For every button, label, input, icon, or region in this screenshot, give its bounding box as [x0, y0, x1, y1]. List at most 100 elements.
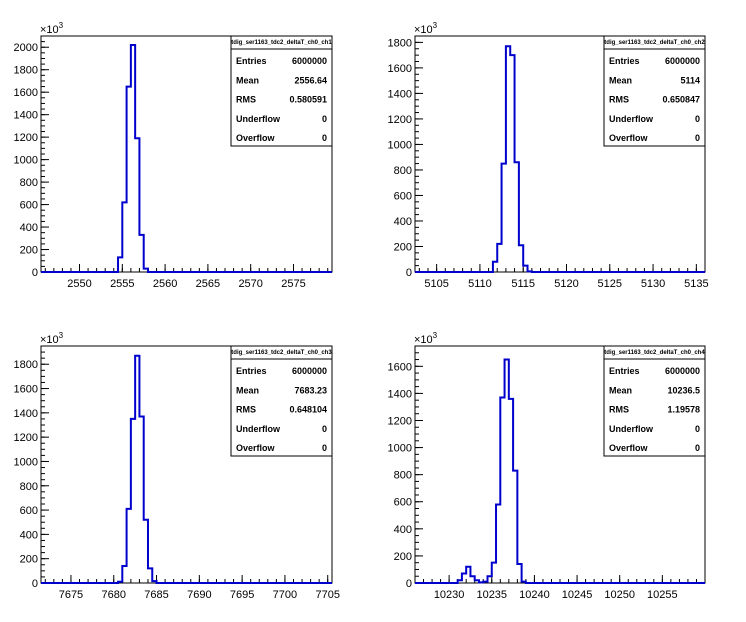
y-tick-label: 1600 [388, 63, 412, 75]
histogram-line [415, 358, 705, 584]
x-tick-label: 10240 [519, 589, 550, 601]
stats-value: 5114 [680, 75, 700, 85]
y-tick-label: 1400 [388, 88, 412, 100]
y-exponent-label: ×103 [40, 331, 64, 346]
y-tick-label: 1400 [388, 388, 412, 400]
y-tick-label: 1800 [388, 37, 412, 49]
stats-label: Overflow [609, 133, 649, 143]
stats-label: Underflow [609, 424, 654, 434]
y-tick-label: 1000 [388, 443, 412, 455]
stats-value: 0 [695, 114, 700, 124]
y-tick-label: 2000 [14, 42, 38, 54]
x-tick-label: 7685 [144, 589, 168, 601]
stats-box: tdig_ser1163_tdc2_deltaT_ch0_ch4 Entries 6… [603, 345, 706, 457]
stats-value: 6000000 [665, 366, 700, 376]
stats-value: 0 [322, 133, 327, 143]
y-tick-label: 400 [20, 222, 38, 234]
histogram-line [41, 354, 332, 584]
stats-value: 6000000 [292, 56, 327, 66]
stats-value: 6000000 [665, 56, 700, 66]
stats-box: tdig_ser1163_tdc2_deltaT_ch0_ch2 Entries 6… [603, 35, 706, 147]
y-tick-label: 1000 [14, 155, 38, 167]
stats-title: tdig_ser1163_tdc2_deltaT_ch0_ch4 [604, 350, 705, 356]
y-tick-label: 200 [20, 245, 38, 257]
stats-box-frame [230, 35, 333, 147]
stats-value: 0 [695, 424, 700, 434]
x-tick-label: 5125 [598, 278, 622, 290]
stats-value: 0.648104 [289, 405, 327, 415]
y-tick-label: 200 [394, 551, 412, 563]
y-tick-label: 600 [20, 200, 38, 212]
x-tick-label: 5135 [684, 278, 708, 290]
stats-title: tdig_ser1163_tdc2_deltaT_ch0_ch1 [231, 40, 332, 46]
x-tick-label: 10230 [434, 589, 465, 601]
stats-label: Overflow [236, 443, 276, 453]
y-tick-label: 0 [406, 267, 412, 279]
y-tick-label: 0 [32, 578, 38, 590]
stats-value: 0 [322, 424, 327, 434]
y-tick-label: 800 [394, 165, 412, 177]
x-tick-label: 5115 [511, 278, 535, 290]
stats-value: 0 [322, 443, 327, 453]
stats-label: Underflow [236, 424, 281, 434]
histogram-panel-3: 0 200 400 600 800 1000 1200 1400 1600 1800 7675 768… [14, 331, 340, 601]
y-tick-label: 1200 [14, 132, 38, 144]
x-tick-label: 2560 [153, 278, 177, 290]
stats-value: 1.19578 [667, 405, 700, 415]
stats-label: Mean [236, 385, 259, 395]
y-tick-label: 1600 [14, 384, 38, 396]
y-tick-label: 0 [406, 578, 412, 590]
y-exponent-power: 3 [433, 21, 438, 30]
stats-value: 2556.64 [294, 75, 327, 85]
y-tick-label: 200 [20, 554, 38, 566]
stats-label: RMS [236, 405, 256, 415]
x-tick-label: 2565 [196, 278, 220, 290]
stats-value: 6000000 [292, 366, 327, 376]
stats-label: Entries [236, 366, 267, 376]
y-tick-label: 400 [20, 529, 38, 541]
y-tick-label: 1200 [388, 114, 412, 126]
stats-label: RMS [236, 95, 256, 105]
stats-label: Mean [609, 75, 632, 85]
x-tick-label: 5110 [468, 278, 492, 290]
x-tick-label: 7695 [230, 589, 254, 601]
y-tick-label: 1200 [388, 415, 412, 427]
x-tick-label: 2570 [238, 278, 262, 290]
x-tick-label: 7705 [315, 589, 339, 601]
stats-title: tdig_ser1163_tdc2_deltaT_ch0_ch3 [231, 350, 332, 356]
stats-value: 0 [322, 114, 327, 124]
x-tick-label: 2555 [110, 278, 134, 290]
x-tick-label: 7700 [273, 589, 297, 601]
y-tick-label: 1000 [14, 456, 38, 468]
y-tick-label: 1600 [14, 87, 38, 99]
y-exponent-base: ×10 [40, 24, 59, 36]
x-tick-label: 7680 [102, 589, 126, 601]
x-tick-label: 7690 [187, 589, 211, 601]
y-tick-label: 600 [394, 190, 412, 202]
y-tick-label: 800 [20, 177, 38, 189]
stats-label: Underflow [236, 114, 281, 124]
histogram-panel-4: 0 200 400 600 800 1000 1200 1400 1600 10230 10235 1… [388, 331, 706, 601]
y-tick-label: 600 [20, 505, 38, 517]
stats-value: 0 [695, 443, 700, 453]
x-tick-label: 10245 [562, 589, 593, 601]
histogram-panel-2: 0 200 400 600 800 1000 1200 1400 1600 1800 5105 511… [388, 21, 709, 290]
stats-label: Entries [609, 56, 640, 66]
stats-label: RMS [609, 405, 629, 415]
stats-value: 0 [695, 133, 700, 143]
y-tick-label: 1400 [14, 408, 38, 420]
x-tick-label: 5130 [641, 278, 665, 290]
y-tick-label: 1200 [14, 432, 38, 444]
y-tick-label: 1000 [388, 139, 412, 151]
y-tick-label: 400 [394, 524, 412, 536]
stats-label: Mean [236, 75, 259, 85]
stats-box-frame [603, 35, 706, 147]
y-tick-label: 1800 [14, 359, 38, 371]
y-tick-label: 1800 [14, 65, 38, 77]
y-exponent-power: 3 [59, 331, 64, 340]
stats-label: Underflow [609, 114, 654, 124]
stats-label: RMS [609, 95, 629, 105]
stats-value: 7683.23 [294, 385, 327, 395]
y-exponent-base: ×10 [414, 334, 433, 346]
stats-label: Overflow [236, 133, 276, 143]
